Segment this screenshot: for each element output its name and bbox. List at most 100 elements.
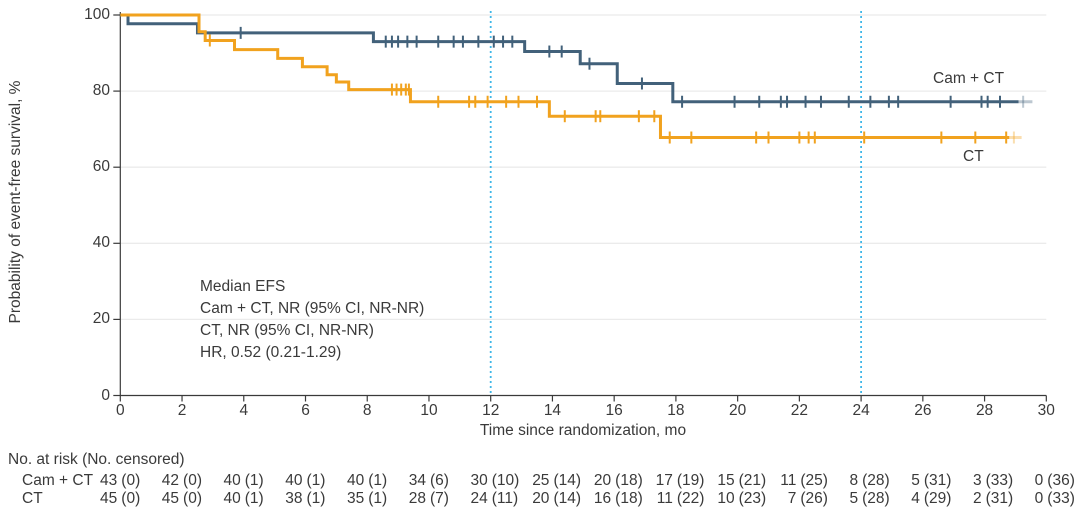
curve-label-cam-ct: Cam + CT — [933, 70, 1005, 87]
x-tick-label: 10 — [420, 402, 438, 419]
y-tick-label: 100 — [84, 6, 110, 23]
risk-value-number: 24 — [470, 490, 488, 507]
annotation-camct-ci: Cam + CT, NR (95% CI, NR-NR) — [200, 300, 425, 317]
risk-value-number: 7 — [787, 490, 797, 507]
x-tick-label: 24 — [852, 402, 870, 419]
risk-value-number: 8 — [849, 472, 859, 489]
x-tick-label: 18 — [667, 402, 685, 419]
risk-value-number: 0 — [1034, 490, 1044, 507]
risk-value-censored: (1) — [244, 472, 264, 489]
risk-value-censored: (7) — [429, 490, 449, 507]
risk-value-number: 16 — [593, 490, 612, 507]
risk-row-label-ct: CT — [22, 490, 43, 507]
risk-value-censored: (1) — [368, 490, 388, 507]
risk-value-censored: (21) — [738, 472, 767, 489]
survival-curve — [120, 13, 1019, 104]
annotation-ct-ci: CT, NR (95% CI, NR-NR) — [200, 322, 374, 339]
risk-value-censored: (19) — [676, 472, 705, 489]
x-tick-label: 0 — [115, 402, 125, 419]
risk-value-number: 40 — [285, 472, 303, 489]
survival-curve — [120, 13, 1010, 140]
risk-row-label-cam-ct: Cam + CT — [22, 472, 94, 489]
risk-value-censored: (33) — [1047, 490, 1075, 507]
risk-value-censored: (14) — [553, 472, 582, 489]
risk-value-number: 5 — [911, 472, 920, 489]
risk-value-number: 34 — [408, 472, 426, 489]
risk-value-number: 20 — [532, 490, 550, 507]
risk-value-number: 30 — [470, 472, 488, 489]
risk-value-censored: (28) — [862, 490, 890, 507]
risk-value-censored: (23) — [738, 490, 767, 507]
risk-value-number: 4 — [911, 490, 920, 507]
risk-value-number: 2 — [972, 490, 982, 507]
risk-value-number: 38 — [285, 490, 303, 507]
x-tick-label: 2 — [177, 402, 187, 419]
risk-value-censored: (28) — [862, 472, 890, 489]
risk-value-number: 10 — [717, 490, 735, 507]
risk-value-censored: (14) — [553, 490, 582, 507]
risk-value-censored: (1) — [306, 472, 326, 489]
risk-value-number: 45 — [100, 490, 118, 507]
risk-value-censored: (0) — [183, 472, 202, 489]
y-tick-label: 60 — [92, 158, 110, 176]
risk-value-censored: (1) — [306, 490, 326, 507]
y-tick-label: 40 — [92, 234, 110, 252]
x-tick-label: 28 — [975, 402, 994, 419]
risk-value-censored: (18) — [615, 472, 643, 489]
risk-value-number: 3 — [972, 472, 982, 489]
x-tick-label: 16 — [605, 402, 623, 419]
risk-value-number: 25 — [532, 472, 550, 489]
risk-value-number: 15 — [717, 472, 735, 489]
risk-value-number: 28 — [408, 490, 426, 507]
risk-value-number: 40 — [223, 490, 241, 507]
x-tick-label: 20 — [729, 402, 747, 419]
risk-value-censored: (31) — [923, 472, 952, 489]
annotation-block: Median EFS Cam + CT, NR (95% CI, NR-NR) … — [200, 276, 424, 364]
risk-value-number: 11 — [780, 472, 797, 489]
x-tick-label: 26 — [914, 402, 932, 419]
x-tick-label: 22 — [790, 402, 808, 419]
risk-table-header: No. at risk (No. censored) — [8, 451, 185, 468]
risk-value-censored: (25) — [800, 472, 828, 489]
risk-value-censored: (11) — [491, 490, 519, 507]
risk-value-censored: (33) — [985, 472, 1014, 489]
risk-value-censored: (10) — [491, 472, 520, 489]
x-tick-label: 8 — [362, 402, 372, 419]
risk-value-censored: (22) — [676, 490, 705, 507]
risk-value-number: 40 — [223, 472, 241, 489]
annotation-hazard-ratio: HR, 0.52 (0.21-1.29) — [200, 344, 342, 361]
risk-value-number: 11 — [656, 490, 673, 507]
x-tick-label: 12 — [482, 402, 500, 419]
risk-value-number: 20 — [593, 472, 612, 489]
risk-value-number: 35 — [346, 490, 365, 507]
risk-value-censored: (0) — [121, 472, 141, 489]
x-axis-label: Time since randomization, mo — [479, 422, 687, 439]
x-tick-label: 14 — [543, 402, 562, 419]
risk-value-number: 0 — [1034, 472, 1044, 489]
x-tick-label: 4 — [239, 402, 249, 419]
risk-value-censored: (0) — [183, 490, 202, 507]
risk-value-number: 5 — [849, 490, 859, 507]
risk-value-censored: (31) — [985, 490, 1014, 507]
y-tick-label: 80 — [92, 82, 110, 100]
risk-value-number: 42 — [161, 472, 180, 489]
y-tick-label: 20 — [92, 310, 110, 328]
risk-value-number: 40 — [346, 472, 365, 489]
risk-value-censored: (26) — [800, 490, 828, 507]
risk-value-censored: (18) — [615, 490, 643, 507]
annotation-median-efs: Median EFS — [200, 278, 286, 295]
risk-value-censored: (1) — [244, 490, 264, 507]
risk-value-number: 45 — [161, 490, 180, 507]
y-axis-label: Probability of event-free survival, % — [7, 80, 24, 324]
curve-label-ct: CT — [963, 148, 984, 165]
x-tick-label: 30 — [1037, 402, 1055, 419]
risk-value-censored: (0) — [121, 490, 141, 507]
risk-value-censored: (6) — [429, 472, 449, 489]
risk-value-censored: (36) — [1047, 472, 1075, 489]
risk-value-censored: (29) — [923, 490, 952, 507]
risk-value-number: 17 — [655, 472, 673, 489]
risk-value-number: 43 — [100, 472, 118, 489]
risk-value-censored: (1) — [368, 472, 388, 489]
